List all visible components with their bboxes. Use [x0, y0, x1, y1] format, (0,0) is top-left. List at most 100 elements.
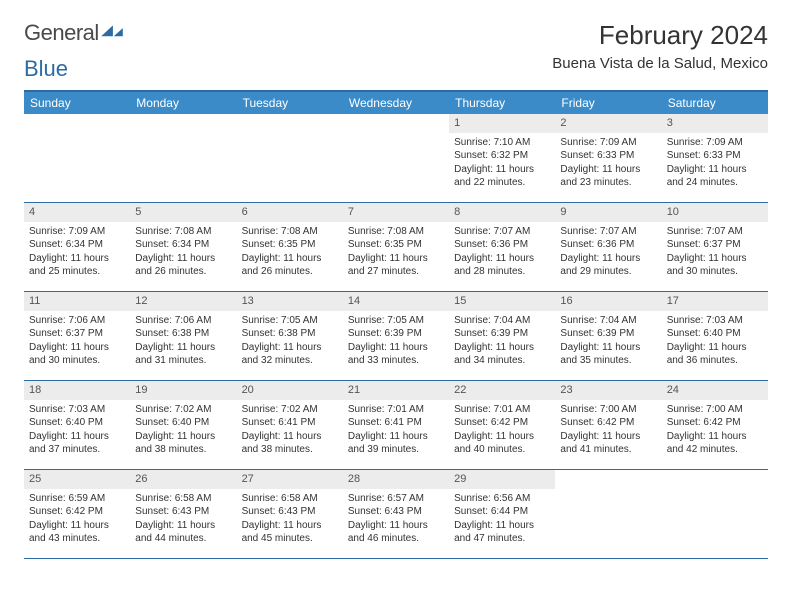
daylight-text: Daylight: 11 hours and 46 minutes. [348, 519, 444, 546]
day-number: 29 [449, 470, 555, 489]
sunrise-text: Sunrise: 7:00 AM [667, 403, 763, 417]
dow-cell: Friday [555, 92, 661, 114]
month-title: February 2024 [552, 20, 768, 51]
sunrise-text: Sunrise: 7:06 AM [29, 314, 125, 328]
day-number: 8 [449, 203, 555, 222]
daylight-text: Daylight: 11 hours and 38 minutes. [242, 430, 338, 457]
sunset-text: Sunset: 6:34 PM [29, 238, 125, 252]
day-cell: 10Sunrise: 7:07 AMSunset: 6:37 PMDayligh… [662, 203, 768, 291]
day-cell: 4Sunrise: 7:09 AMSunset: 6:34 PMDaylight… [24, 203, 130, 291]
sunrise-text: Sunrise: 7:04 AM [454, 314, 550, 328]
sunset-text: Sunset: 6:42 PM [667, 416, 763, 430]
day-body: Sunrise: 7:05 AMSunset: 6:38 PMDaylight:… [237, 311, 343, 372]
sunrise-text: Sunrise: 7:02 AM [135, 403, 231, 417]
day-body: Sunrise: 7:08 AMSunset: 6:35 PMDaylight:… [237, 222, 343, 283]
sunset-text: Sunset: 6:38 PM [135, 327, 231, 341]
day-body: Sunrise: 7:09 AMSunset: 6:33 PMDaylight:… [555, 133, 661, 194]
day-cell: 5Sunrise: 7:08 AMSunset: 6:34 PMDaylight… [130, 203, 236, 291]
sunset-text: Sunset: 6:37 PM [29, 327, 125, 341]
day-body: Sunrise: 7:04 AMSunset: 6:39 PMDaylight:… [449, 311, 555, 372]
dow-cell: Tuesday [237, 92, 343, 114]
logo-text-general: General [24, 20, 99, 46]
week-row: 25Sunrise: 6:59 AMSunset: 6:42 PMDayligh… [24, 470, 768, 559]
day-cell [130, 114, 236, 202]
day-body: Sunrise: 7:07 AMSunset: 6:36 PMDaylight:… [449, 222, 555, 283]
sunset-text: Sunset: 6:40 PM [29, 416, 125, 430]
sunrise-text: Sunrise: 7:06 AM [135, 314, 231, 328]
sunrise-text: Sunrise: 7:07 AM [560, 225, 656, 239]
day-body: Sunrise: 7:03 AMSunset: 6:40 PMDaylight:… [24, 400, 130, 461]
day-body: Sunrise: 7:10 AMSunset: 6:32 PMDaylight:… [449, 133, 555, 194]
daylight-text: Daylight: 11 hours and 33 minutes. [348, 341, 444, 368]
daylight-text: Daylight: 11 hours and 43 minutes. [29, 519, 125, 546]
day-body: Sunrise: 7:08 AMSunset: 6:34 PMDaylight:… [130, 222, 236, 283]
day-body: Sunrise: 7:06 AMSunset: 6:38 PMDaylight:… [130, 311, 236, 372]
day-number: 20 [237, 381, 343, 400]
sunset-text: Sunset: 6:43 PM [135, 505, 231, 519]
day-number: 15 [449, 292, 555, 311]
daylight-text: Daylight: 11 hours and 32 minutes. [242, 341, 338, 368]
logo-mark-icon [101, 20, 123, 38]
day-number: 2 [555, 114, 661, 133]
dow-cell: Thursday [449, 92, 555, 114]
sunrise-text: Sunrise: 7:09 AM [667, 136, 763, 150]
daylight-text: Daylight: 11 hours and 22 minutes. [454, 163, 550, 190]
sunset-text: Sunset: 6:38 PM [242, 327, 338, 341]
day-number: 17 [662, 292, 768, 311]
day-body: Sunrise: 7:00 AMSunset: 6:42 PMDaylight:… [555, 400, 661, 461]
day-cell: 24Sunrise: 7:00 AMSunset: 6:42 PMDayligh… [662, 381, 768, 469]
logo: General [24, 20, 123, 46]
day-cell: 9Sunrise: 7:07 AMSunset: 6:36 PMDaylight… [555, 203, 661, 291]
sunrise-text: Sunrise: 7:03 AM [29, 403, 125, 417]
sunset-text: Sunset: 6:32 PM [454, 149, 550, 163]
day-body: Sunrise: 6:58 AMSunset: 6:43 PMDaylight:… [237, 489, 343, 550]
sunrise-text: Sunrise: 7:07 AM [667, 225, 763, 239]
sunrise-text: Sunrise: 6:56 AM [454, 492, 550, 506]
sunrise-text: Sunrise: 7:05 AM [242, 314, 338, 328]
sunset-text: Sunset: 6:35 PM [242, 238, 338, 252]
sunrise-text: Sunrise: 6:58 AM [242, 492, 338, 506]
sunrise-text: Sunrise: 6:58 AM [135, 492, 231, 506]
dow-cell: Wednesday [343, 92, 449, 114]
dow-row: SundayMondayTuesdayWednesdayThursdayFrid… [24, 92, 768, 114]
daylight-text: Daylight: 11 hours and 29 minutes. [560, 252, 656, 279]
sunset-text: Sunset: 6:37 PM [667, 238, 763, 252]
daylight-text: Daylight: 11 hours and 40 minutes. [454, 430, 550, 457]
day-body: Sunrise: 6:57 AMSunset: 6:43 PMDaylight:… [343, 489, 449, 550]
day-cell: 8Sunrise: 7:07 AMSunset: 6:36 PMDaylight… [449, 203, 555, 291]
day-body: Sunrise: 7:09 AMSunset: 6:33 PMDaylight:… [662, 133, 768, 194]
sunset-text: Sunset: 6:36 PM [454, 238, 550, 252]
day-number: 21 [343, 381, 449, 400]
day-body: Sunrise: 7:07 AMSunset: 6:36 PMDaylight:… [555, 222, 661, 283]
daylight-text: Daylight: 11 hours and 39 minutes. [348, 430, 444, 457]
day-body: Sunrise: 7:04 AMSunset: 6:39 PMDaylight:… [555, 311, 661, 372]
day-number: 18 [24, 381, 130, 400]
sunrise-text: Sunrise: 7:08 AM [135, 225, 231, 239]
daylight-text: Daylight: 11 hours and 30 minutes. [667, 252, 763, 279]
day-number: 6 [237, 203, 343, 222]
day-number: 12 [130, 292, 236, 311]
day-cell: 23Sunrise: 7:00 AMSunset: 6:42 PMDayligh… [555, 381, 661, 469]
day-cell: 3Sunrise: 7:09 AMSunset: 6:33 PMDaylight… [662, 114, 768, 202]
day-cell: 13Sunrise: 7:05 AMSunset: 6:38 PMDayligh… [237, 292, 343, 380]
day-cell: 1Sunrise: 7:10 AMSunset: 6:32 PMDaylight… [449, 114, 555, 202]
sunrise-text: Sunrise: 6:59 AM [29, 492, 125, 506]
day-body: Sunrise: 7:05 AMSunset: 6:39 PMDaylight:… [343, 311, 449, 372]
day-number: 1 [449, 114, 555, 133]
day-cell: 27Sunrise: 6:58 AMSunset: 6:43 PMDayligh… [237, 470, 343, 558]
day-body: Sunrise: 7:00 AMSunset: 6:42 PMDaylight:… [662, 400, 768, 461]
day-number: 5 [130, 203, 236, 222]
day-number: 7 [343, 203, 449, 222]
day-number: 22 [449, 381, 555, 400]
week-row: 11Sunrise: 7:06 AMSunset: 6:37 PMDayligh… [24, 292, 768, 381]
day-body: Sunrise: 7:03 AMSunset: 6:40 PMDaylight:… [662, 311, 768, 372]
day-body: Sunrise: 7:02 AMSunset: 6:41 PMDaylight:… [237, 400, 343, 461]
sunset-text: Sunset: 6:43 PM [348, 505, 444, 519]
sunset-text: Sunset: 6:35 PM [348, 238, 444, 252]
day-cell: 16Sunrise: 7:04 AMSunset: 6:39 PMDayligh… [555, 292, 661, 380]
day-cell: 7Sunrise: 7:08 AMSunset: 6:35 PMDaylight… [343, 203, 449, 291]
day-number: 11 [24, 292, 130, 311]
daylight-text: Daylight: 11 hours and 26 minutes. [242, 252, 338, 279]
day-cell: 21Sunrise: 7:01 AMSunset: 6:41 PMDayligh… [343, 381, 449, 469]
daylight-text: Daylight: 11 hours and 35 minutes. [560, 341, 656, 368]
